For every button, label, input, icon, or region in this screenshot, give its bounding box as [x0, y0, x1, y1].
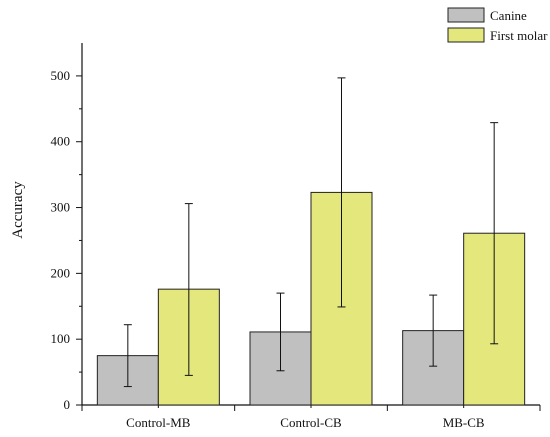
y-tick-label: 0	[64, 397, 71, 412]
legend: Canine First molar	[447, 7, 548, 43]
axis-labels: 0 100 200 300 400 500 Control-MB Control-CB MB-C…	[51, 68, 485, 430]
legend-label: Canine	[490, 8, 527, 23]
y-tick-label: 100	[51, 331, 71, 346]
error-bars	[123, 77, 499, 388]
legend-swatch	[447, 27, 485, 43]
category-label: Control-MB	[126, 415, 191, 430]
y-tick-label: 400	[51, 134, 71, 149]
legend-label: First molar	[490, 28, 548, 43]
y-tick-label: 500	[51, 68, 71, 83]
legend-swatch	[447, 7, 485, 23]
category-label: MB-CB	[443, 415, 485, 430]
y-axis-label: Accuracy	[10, 181, 26, 239]
y-tick-label: 300	[51, 200, 71, 215]
category-label: Control-CB	[280, 415, 342, 430]
bars	[96, 191, 526, 406]
y-tick-label: 200	[51, 265, 71, 280]
